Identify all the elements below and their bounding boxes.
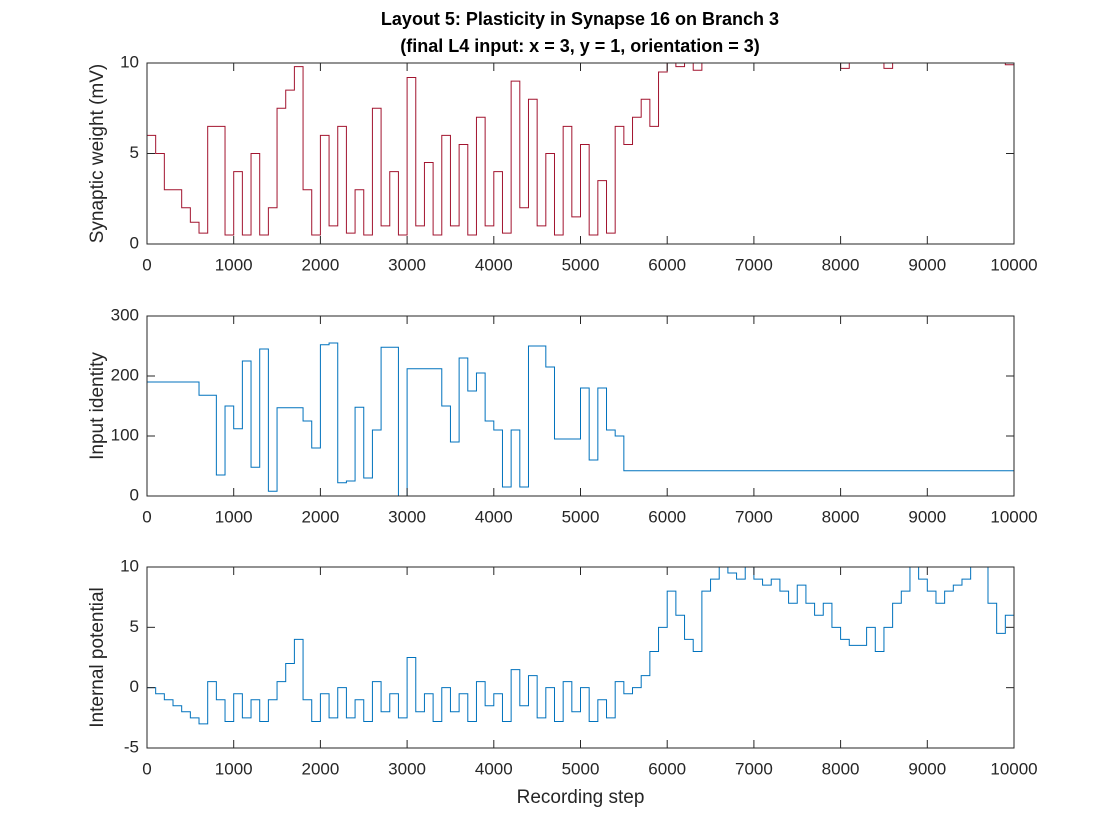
y-tick-label: 0 xyxy=(130,677,139,696)
x-tick-label: 7000 xyxy=(735,759,773,778)
y-tick-label: -5 xyxy=(124,737,139,756)
x-tick-label: 3000 xyxy=(388,759,426,778)
x-tick-label: 5000 xyxy=(562,507,600,526)
y-axis-label: Synaptic weight (mV) xyxy=(87,64,108,244)
y-tick-label: 10 xyxy=(120,52,139,71)
x-tick-label: 0 xyxy=(142,255,151,274)
x-tick-label: 2000 xyxy=(301,759,339,778)
x-tick-label: 9000 xyxy=(908,507,946,526)
x-tick-label: 3000 xyxy=(388,507,426,526)
x-tick-label: 8000 xyxy=(822,507,860,526)
y-tick-label: 10 xyxy=(120,556,139,575)
y-tick-label: 5 xyxy=(130,143,139,162)
y-tick-label: 300 xyxy=(111,305,139,324)
x-tick-label: 6000 xyxy=(648,507,686,526)
x-axis-label: Recording step xyxy=(517,787,645,808)
x-tick-label: 2000 xyxy=(301,507,339,526)
x-tick-label: 7000 xyxy=(735,255,773,274)
x-tick-label: 9000 xyxy=(908,759,946,778)
x-tick-label: 0 xyxy=(142,759,151,778)
x-tick-label: 4000 xyxy=(475,507,513,526)
x-tick-label: 1000 xyxy=(215,759,253,778)
chart-title: Layout 5: Plasticity in Synapse 16 on Br… xyxy=(381,9,779,29)
y-tick-label: 5 xyxy=(130,617,139,636)
y-tick-label: 200 xyxy=(111,365,139,384)
x-tick-label: 10000 xyxy=(990,255,1037,274)
x-tick-label: 3000 xyxy=(388,255,426,274)
y-tick-label: 100 xyxy=(111,425,139,444)
x-tick-label: 4000 xyxy=(475,759,513,778)
x-tick-label: 6000 xyxy=(648,759,686,778)
x-tick-label: 7000 xyxy=(735,507,773,526)
y-axis-label: Internal potential xyxy=(87,587,108,728)
x-tick-label: 5000 xyxy=(562,255,600,274)
plot-area xyxy=(147,567,1014,748)
x-tick-label: 2000 xyxy=(301,255,339,274)
data-line xyxy=(147,62,1015,236)
x-tick-label: 8000 xyxy=(822,255,860,274)
y-tick-label: 0 xyxy=(130,233,139,252)
x-tick-label: 10000 xyxy=(990,759,1037,778)
data-line xyxy=(147,566,1015,725)
y-axis-label: Input identity xyxy=(87,352,108,460)
x-tick-label: 1000 xyxy=(215,255,253,274)
x-tick-label: 1000 xyxy=(215,507,253,526)
y-tick-label: 0 xyxy=(130,485,139,504)
chart-subtitle: (final L4 input: x = 3, y = 1, orientati… xyxy=(400,36,760,56)
x-tick-label: 6000 xyxy=(648,255,686,274)
x-tick-label: 4000 xyxy=(475,255,513,274)
x-tick-label: 10000 xyxy=(990,507,1037,526)
x-tick-label: 8000 xyxy=(822,759,860,778)
x-tick-label: 9000 xyxy=(908,255,946,274)
x-tick-label: 0 xyxy=(142,507,151,526)
x-tick-label: 5000 xyxy=(562,759,600,778)
